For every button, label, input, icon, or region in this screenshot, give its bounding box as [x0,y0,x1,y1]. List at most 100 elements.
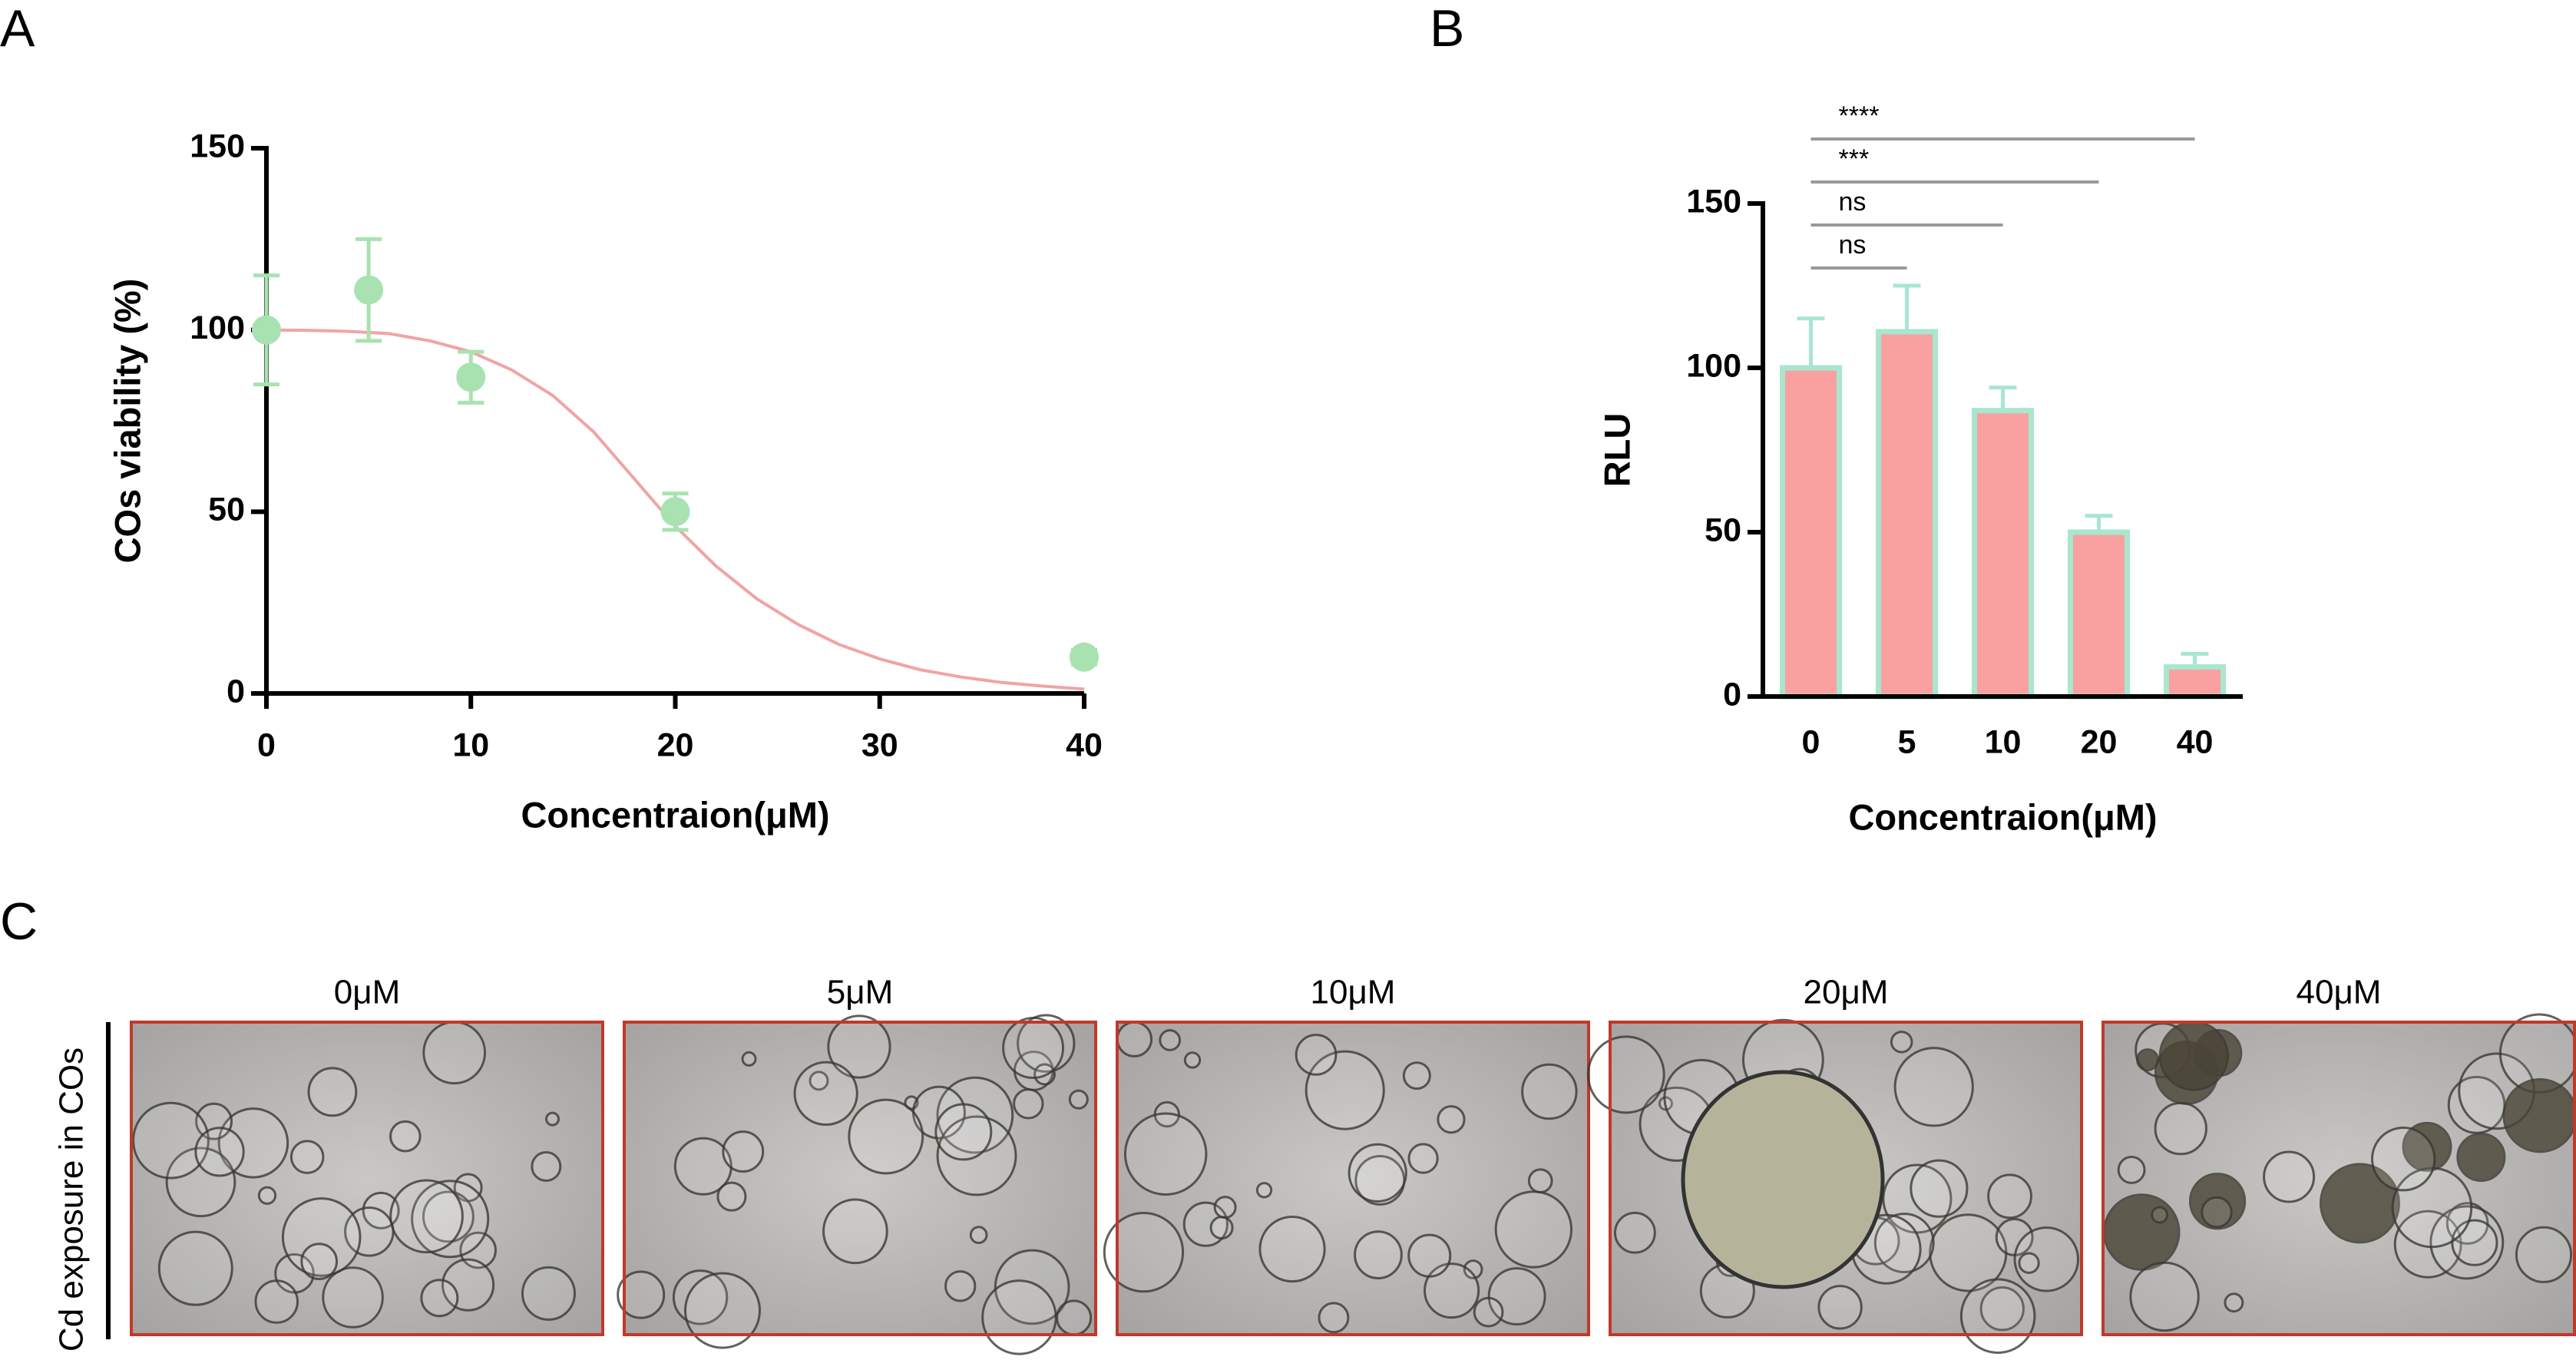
y-tick-label: 50 [1705,511,1741,548]
organoid [545,1111,561,1127]
organoid [1910,1159,1969,1218]
organoid [1354,1230,1403,1279]
organoid [1318,1302,1350,1334]
organoid [2136,1048,2160,1072]
organoid [2502,1078,2576,1153]
organoid [722,1130,765,1173]
y-axis-label: COs viability (%) [107,279,147,564]
organoid [411,1180,490,1259]
x-tick-label: 0 [1802,723,1820,760]
organoid [1987,1173,2032,1219]
organoid [617,1270,666,1319]
organoid [195,1102,233,1140]
organoid [848,1098,924,1175]
organoid [1056,1299,1093,1336]
organoid [2429,1205,2505,1280]
organoid [1159,1029,1182,1051]
organoid [165,1147,236,1218]
micrograph-bg [1117,1022,1589,1335]
organoid [2151,1206,2169,1224]
x-axis-label: Concentraion(μM) [1848,796,2157,837]
x-tick-label: 30 [861,726,898,763]
organoid [741,1051,757,1067]
organoid [389,1120,422,1153]
error-bar [1893,283,1921,332]
organoid [132,1101,210,1180]
organoid [2117,1156,2146,1184]
error-bar [1989,386,2017,411]
organoid [1348,1143,1407,1203]
organoid [981,1279,1057,1355]
organoid [1979,1286,2025,1332]
x-tick-label: 10 [1985,723,2022,760]
organoid [289,1140,325,1174]
organoid [1402,1061,1431,1090]
organoid [2129,1261,2200,1332]
micrograph [2101,1013,2576,1336]
x-tick-label: 20 [2081,723,2118,760]
micrograph-border [1116,1021,1590,1336]
bar [1876,329,1938,700]
data-point [252,315,281,345]
organoid [1407,1143,1439,1174]
y-tick-label: 150 [190,127,245,164]
organoid [822,1198,888,1265]
organoid [531,1151,562,1183]
organoid [194,1127,245,1177]
significance-label: **** [1839,101,1880,131]
organoid [1527,1168,1553,1194]
organoid [257,1186,277,1205]
organoid [1586,1035,1665,1114]
x-tick-label: 5 [1898,723,1916,760]
organoid [441,1258,495,1312]
organoid [1463,1259,1483,1279]
micrograph [130,1021,604,1336]
organoid [1116,1021,1153,1057]
organoid [1305,1050,1385,1130]
organoid [1681,1070,1885,1289]
error-bar [2085,514,2113,532]
micrograph-label: 20μM [1804,974,1889,1011]
micrograph-border [1609,1021,2083,1336]
data-point [1070,642,1099,672]
y-tick-label: 100 [190,309,245,346]
organoid [827,1014,891,1079]
error-bar [1797,316,1825,368]
organoid [1255,1182,1273,1199]
organoid [2018,1252,2040,1274]
organoid [1013,1088,1044,1120]
organoid [969,1226,988,1245]
organoid [2515,1226,2573,1283]
organoid [1437,1105,1466,1134]
organoid [2154,1101,2207,1156]
micrograph [617,1014,1097,1355]
x-tick-label: 20 [657,726,694,763]
organoid [1213,1196,1237,1219]
micrograph-label: 5μM [827,974,893,1011]
panel-label: A [0,0,35,58]
y-tick-label: 100 [1686,347,1741,384]
y-tick-label: 0 [227,673,245,710]
organoid [1295,1034,1338,1076]
organoid [1893,1047,1974,1127]
x-tick-label: 40 [2177,723,2214,760]
organoid [809,1071,829,1091]
organoid [944,1270,977,1302]
organoid [793,1061,858,1127]
bar [1972,408,2034,700]
organoid [2402,1121,2452,1172]
organoid [716,1181,747,1212]
bar [1780,365,1842,700]
organoid [934,1103,993,1161]
organoid [2158,1021,2229,1091]
organoid [254,1279,299,1324]
bar [2164,663,2226,700]
organoid [1123,1112,1208,1196]
organoid [1424,1262,1480,1319]
organoid [1183,1051,1202,1069]
organoid [307,1067,358,1117]
organoid [2013,1226,2079,1292]
y-tick-label: 150 [1686,183,1741,220]
y-tick-label: 0 [1723,676,1741,713]
organoid [2263,1150,2316,1203]
